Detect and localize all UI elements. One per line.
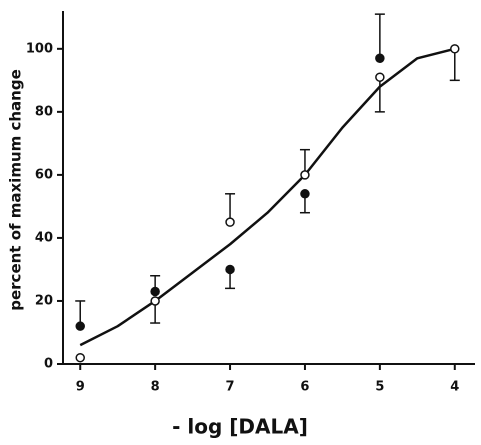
x-axis-label: - log [DALA] xyxy=(172,415,308,439)
point xyxy=(300,170,310,180)
fit-curve xyxy=(79,47,456,347)
point xyxy=(225,264,235,275)
point xyxy=(150,296,160,306)
point xyxy=(375,53,385,64)
point xyxy=(300,189,310,199)
point xyxy=(450,44,460,54)
point xyxy=(375,72,385,82)
y-tick-label: 20 xyxy=(35,293,53,308)
point xyxy=(75,352,85,363)
x-tick-label: 7 xyxy=(226,380,235,395)
point xyxy=(75,321,85,331)
y-tick-label: 40 xyxy=(35,230,53,245)
x-tick-label: 6 xyxy=(300,380,309,395)
x-tick-label: 4 xyxy=(450,380,459,395)
x-tick-label: 5 xyxy=(375,380,384,395)
x-tick-label: 8 xyxy=(151,380,160,395)
y-tick-label: 100 xyxy=(26,41,53,56)
point xyxy=(150,286,160,297)
y-axis-label: percent of maximum change xyxy=(7,69,25,311)
point xyxy=(225,217,235,227)
y-tick-label: 80 xyxy=(35,104,53,119)
x-tick-label: 9 xyxy=(76,380,85,395)
y-tick-label: 60 xyxy=(35,167,53,182)
y-tick-label: 0 xyxy=(44,357,53,372)
